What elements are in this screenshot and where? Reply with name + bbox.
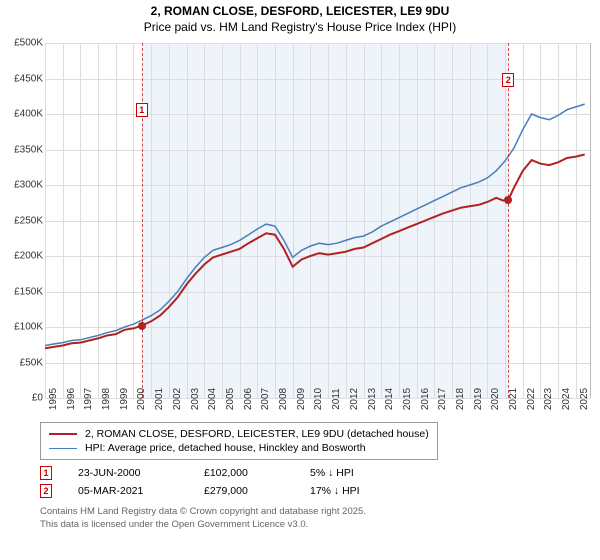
y-axis-tick: £200K bbox=[14, 251, 43, 262]
footer-line2: This data is licensed under the Open Gov… bbox=[40, 519, 308, 530]
legend: 2, ROMAN CLOSE, DESFORD, LEICESTER, LE9 … bbox=[40, 422, 438, 460]
x-axis-tick: 1998 bbox=[101, 388, 112, 410]
x-axis-tick: 2015 bbox=[402, 388, 413, 410]
x-axis-tick: 2024 bbox=[561, 388, 572, 410]
x-axis-tick: 2025 bbox=[579, 388, 590, 410]
chart-title: 2, ROMAN CLOSE, DESFORD, LEICESTER, LE9 … bbox=[0, 0, 600, 35]
x-axis-tick: 2004 bbox=[207, 388, 218, 410]
y-axis-tick: £250K bbox=[14, 215, 43, 226]
plot-region: 12 bbox=[45, 43, 591, 398]
x-axis-tick: 2014 bbox=[384, 388, 395, 410]
sales-table: 1 23-JUN-2000 £102,000 5% ↓ HPI 2 05-MAR… bbox=[40, 464, 600, 500]
sale-marker: 1 bbox=[40, 466, 52, 480]
y-axis-tick: £400K bbox=[14, 109, 43, 120]
title-subtitle: Price paid vs. HM Land Registry's House … bbox=[144, 20, 456, 34]
sale-note: 17% ↓ HPI bbox=[310, 485, 400, 497]
x-axis-tick: 2022 bbox=[526, 388, 537, 410]
sale-date: 05-MAR-2021 bbox=[78, 485, 178, 497]
sale-date: 23-JUN-2000 bbox=[78, 467, 178, 479]
x-axis-tick: 1997 bbox=[83, 388, 94, 410]
x-axis-tick: 1995 bbox=[48, 388, 59, 410]
x-axis-tick: 2002 bbox=[172, 388, 183, 410]
x-axis-tick: 2021 bbox=[508, 388, 519, 410]
sale-note: 5% ↓ HPI bbox=[310, 467, 400, 479]
y-axis-tick: £0 bbox=[32, 393, 43, 404]
x-axis-tick: 2003 bbox=[190, 388, 201, 410]
x-axis-tick: 2010 bbox=[313, 388, 324, 410]
y-axis-tick: £50K bbox=[20, 357, 43, 368]
x-axis-tick: 2000 bbox=[136, 388, 147, 410]
y-axis-tick: £150K bbox=[14, 286, 43, 297]
sale-row: 1 23-JUN-2000 £102,000 5% ↓ HPI bbox=[40, 464, 600, 482]
x-axis-tick: 2008 bbox=[278, 388, 289, 410]
sale-marker: 2 bbox=[40, 484, 52, 498]
x-axis-tick: 2001 bbox=[154, 388, 165, 410]
x-axis-tick: 1996 bbox=[66, 388, 77, 410]
y-axis-tick: £100K bbox=[14, 322, 43, 333]
y-axis-tick: £500K bbox=[14, 38, 43, 49]
y-axis-tick: £300K bbox=[14, 180, 43, 191]
x-axis-tick: 2018 bbox=[455, 388, 466, 410]
x-axis-tick: 2020 bbox=[490, 388, 501, 410]
x-axis-tick: 1999 bbox=[119, 388, 130, 410]
x-axis-tick: 2023 bbox=[543, 388, 554, 410]
series-hpi bbox=[45, 104, 585, 345]
y-axis-tick: £350K bbox=[14, 144, 43, 155]
x-axis-tick: 2007 bbox=[260, 388, 271, 410]
x-axis-tick: 2006 bbox=[243, 388, 254, 410]
sale-marker-box: 1 bbox=[136, 103, 148, 117]
footer: Contains HM Land Registry data © Crown c… bbox=[40, 506, 600, 531]
chart-area: 12 £0£50K£100K£150K£200K£250K£300K£350K£… bbox=[5, 35, 595, 420]
sale-row: 2 05-MAR-2021 £279,000 17% ↓ HPI bbox=[40, 482, 600, 500]
legend-item: 2, ROMAN CLOSE, DESFORD, LEICESTER, LE9 … bbox=[49, 427, 429, 441]
x-axis-tick: 2019 bbox=[473, 388, 484, 410]
x-axis-tick: 2016 bbox=[420, 388, 431, 410]
x-axis-tick: 2005 bbox=[225, 388, 236, 410]
title-address: 2, ROMAN CLOSE, DESFORD, LEICESTER, LE9 … bbox=[151, 4, 450, 18]
y-axis-tick: £450K bbox=[14, 73, 43, 84]
sale-price: £279,000 bbox=[204, 485, 284, 497]
series-property bbox=[45, 155, 585, 349]
legend-item: HPI: Average price, detached house, Hinc… bbox=[49, 441, 429, 455]
sale-marker-box: 2 bbox=[502, 73, 514, 87]
x-axis-tick: 2011 bbox=[331, 388, 342, 410]
x-axis-tick: 2009 bbox=[296, 388, 307, 410]
legend-label: HPI: Average price, detached house, Hinc… bbox=[85, 442, 366, 454]
legend-label: 2, ROMAN CLOSE, DESFORD, LEICESTER, LE9 … bbox=[85, 428, 429, 440]
footer-line1: Contains HM Land Registry data © Crown c… bbox=[40, 506, 366, 517]
x-axis-tick: 2017 bbox=[437, 388, 448, 410]
sale-price: £102,000 bbox=[204, 467, 284, 479]
legend-swatch bbox=[49, 448, 77, 449]
x-axis-tick: 2012 bbox=[349, 388, 360, 410]
legend-swatch bbox=[49, 433, 77, 435]
x-axis-tick: 2013 bbox=[367, 388, 378, 410]
